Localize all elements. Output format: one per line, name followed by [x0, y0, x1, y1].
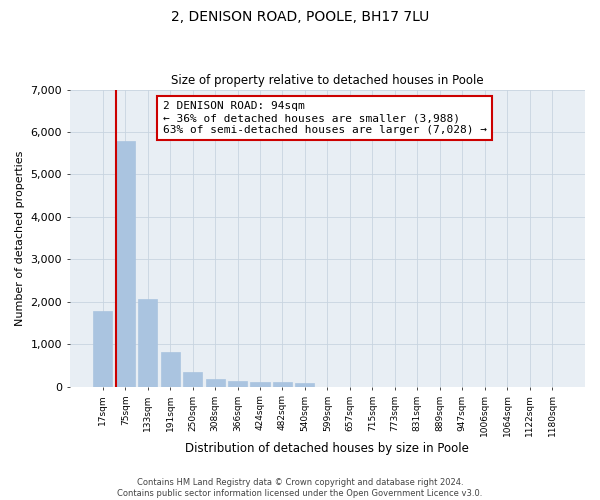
Bar: [161, 352, 180, 386]
Bar: [206, 378, 224, 386]
Text: 2 DENISON ROAD: 94sqm
← 36% of detached houses are smaller (3,988)
63% of semi-d: 2 DENISON ROAD: 94sqm ← 36% of detached …: [163, 102, 487, 134]
Title: Size of property relative to detached houses in Poole: Size of property relative to detached ho…: [171, 74, 484, 87]
Bar: [116, 142, 135, 386]
Bar: [228, 381, 247, 386]
Bar: [183, 372, 202, 386]
Bar: [138, 299, 157, 386]
Y-axis label: Number of detached properties: Number of detached properties: [15, 150, 25, 326]
Bar: [250, 382, 269, 386]
X-axis label: Distribution of detached houses by size in Poole: Distribution of detached houses by size …: [185, 442, 469, 455]
Text: 2, DENISON ROAD, POOLE, BH17 7LU: 2, DENISON ROAD, POOLE, BH17 7LU: [171, 10, 429, 24]
Bar: [93, 311, 112, 386]
Bar: [273, 382, 292, 386]
Text: Contains HM Land Registry data © Crown copyright and database right 2024.
Contai: Contains HM Land Registry data © Crown c…: [118, 478, 482, 498]
Bar: [295, 384, 314, 386]
